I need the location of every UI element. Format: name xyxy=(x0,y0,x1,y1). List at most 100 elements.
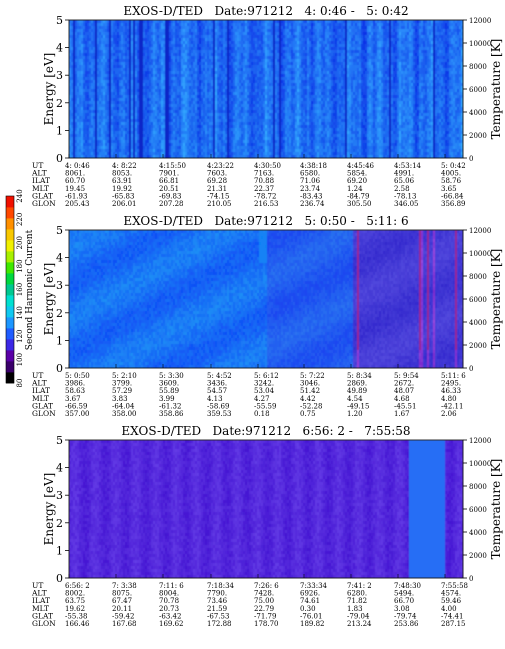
y-axis-label: Energy [eV] xyxy=(42,263,56,336)
colorbar-tick-label: 120 xyxy=(16,330,24,343)
y2-tick-label: 0 xyxy=(469,575,473,583)
colorbar-tick-label: 80 xyxy=(16,379,24,388)
y-tick-label: 4 xyxy=(56,462,63,475)
table-cell: 358.00 xyxy=(112,410,137,418)
table-cell: 189.82 xyxy=(300,620,325,628)
y2-axis-label: Temperature [K] xyxy=(489,249,503,350)
colorbar-segment xyxy=(6,240,14,251)
table-cell: 236.74 xyxy=(300,200,325,208)
colorbar-segment xyxy=(6,361,14,372)
heatmap-cells xyxy=(69,230,463,368)
y2-axis-label: Temperature [K] xyxy=(489,39,503,140)
y2-tick-label: 4000 xyxy=(469,529,487,537)
colorbar-segment xyxy=(6,372,14,383)
colorbar-tick-label: 180 xyxy=(16,259,24,272)
y-axis-label: Energy [eV] xyxy=(42,53,56,126)
colorbar-segment xyxy=(6,317,14,328)
panel-2: EXOS-D/TED Date:971212 5: 0:50 - 5:11: 6… xyxy=(31,214,503,418)
colorbar-tick-label: 200 xyxy=(16,236,24,249)
row-label: GLON xyxy=(32,199,56,208)
colorbar-segment xyxy=(6,328,14,339)
colorbar-segment xyxy=(6,350,14,361)
y2-tick-label: 10000 xyxy=(469,250,491,258)
y2-tick-label: 12000 xyxy=(469,227,491,235)
y2-tick-label: 10000 xyxy=(469,40,491,48)
colorbar: 80 100 120 140 160 180 200 220 240 Second Harmoni… xyxy=(6,189,35,387)
y2-tick-label: 2000 xyxy=(469,132,487,140)
table-cell: 216.53 xyxy=(254,200,279,208)
y-tick-label: 0 xyxy=(56,362,63,375)
colorbar-segment xyxy=(6,229,14,240)
y-tick-label: 2 xyxy=(56,307,63,320)
y2-tick-label: 6000 xyxy=(469,296,487,304)
y-tick-label: 1 xyxy=(56,544,63,557)
y-tick-label: 0 xyxy=(56,152,63,165)
y-axis-label: Energy [eV] xyxy=(42,473,56,546)
row-label: GLON xyxy=(32,619,56,628)
y2-tick-label: 6000 xyxy=(469,506,487,514)
panel-1: EXOS-D/TED Date:971212 4: 0:46 - 5: 0:42… xyxy=(31,4,503,208)
table-cell: 205.43 xyxy=(65,200,90,208)
colorbar-segment xyxy=(6,306,14,317)
table-cell: 178.70 xyxy=(254,620,279,628)
colorbar-segment xyxy=(6,295,14,306)
panel-3: EXOS-D/TED Date:971212 6:56: 2 - 7:55:58… xyxy=(31,424,503,628)
y2-tick-label: 6000 xyxy=(469,86,487,94)
table-cell: 356.89 xyxy=(441,200,466,208)
colorbar-tick-label: 100 xyxy=(16,353,24,366)
table-cell: 169.62 xyxy=(159,620,184,628)
table-cell: 166.46 xyxy=(65,620,90,628)
y2-tick-label: 0 xyxy=(469,365,473,373)
row-label: GLON xyxy=(32,409,56,418)
y-tick-label: 3 xyxy=(56,279,63,292)
panel-title: EXOS-D/TED Date:971212 5: 0:50 - 5:11: 6 xyxy=(123,214,408,228)
y-tick-label: 3 xyxy=(56,489,63,502)
table-cell: 1.20 xyxy=(347,410,363,418)
table-cell: 358.86 xyxy=(159,410,184,418)
colorbar-segment xyxy=(6,218,14,229)
y2-tick-label: 8000 xyxy=(469,483,487,491)
colorbar-tick-label: 140 xyxy=(16,306,24,319)
table-cell: 305.50 xyxy=(347,200,372,208)
y-tick-label: 5 xyxy=(56,434,63,447)
table-cell: 2.06 xyxy=(441,410,457,418)
colorbar-tick-label: 160 xyxy=(16,283,24,296)
table-cell: 346.05 xyxy=(394,200,419,208)
y2-tick-label: 4000 xyxy=(469,319,487,327)
colorbar-segment xyxy=(6,273,14,284)
y2-tick-label: 8000 xyxy=(469,63,487,71)
table-cell: 1.67 xyxy=(394,410,410,418)
table-cell: 206.01 xyxy=(112,200,137,208)
table-cell: 287.15 xyxy=(441,620,466,628)
y2-tick-label: 2000 xyxy=(469,552,487,560)
table-cell: 357.00 xyxy=(65,410,90,418)
colorbar-segment xyxy=(6,262,14,273)
y2-tick-label: 4000 xyxy=(469,109,487,117)
y-tick-label: 5 xyxy=(56,224,63,237)
y2-tick-label: 12000 xyxy=(469,17,491,25)
y-tick-label: 1 xyxy=(56,124,63,137)
table-cell: 167.68 xyxy=(112,620,137,628)
colorbar-tick-label: 220 xyxy=(16,213,24,226)
heatmap-cells xyxy=(69,20,463,158)
y-tick-label: 2 xyxy=(56,97,63,110)
table-cell: 0.18 xyxy=(254,410,270,418)
heatmap-cells xyxy=(69,440,463,578)
y-tick-label: 3 xyxy=(56,69,63,82)
y-tick-label: 0 xyxy=(56,572,63,585)
table-cell: 210.05 xyxy=(207,200,232,208)
y-tick-label: 5 xyxy=(56,14,63,27)
y2-tick-label: 10000 xyxy=(469,460,491,468)
y-tick-label: 2 xyxy=(56,517,63,530)
colorbar-segment xyxy=(6,284,14,295)
colorbar-tick-label: 240 xyxy=(16,189,24,202)
colorbar-label: Second Harmonic Current xyxy=(25,229,35,350)
y2-axis-label: Temperature [K] xyxy=(489,459,503,560)
colorbar-segment xyxy=(6,207,14,218)
colorbar-segment xyxy=(6,196,14,207)
y-tick-label: 4 xyxy=(56,252,63,265)
panel-title: EXOS-D/TED Date:971212 4: 0:46 - 5: 0:42 xyxy=(123,4,408,18)
y2-tick-label: 12000 xyxy=(469,437,491,445)
y2-tick-label: 2000 xyxy=(469,342,487,350)
